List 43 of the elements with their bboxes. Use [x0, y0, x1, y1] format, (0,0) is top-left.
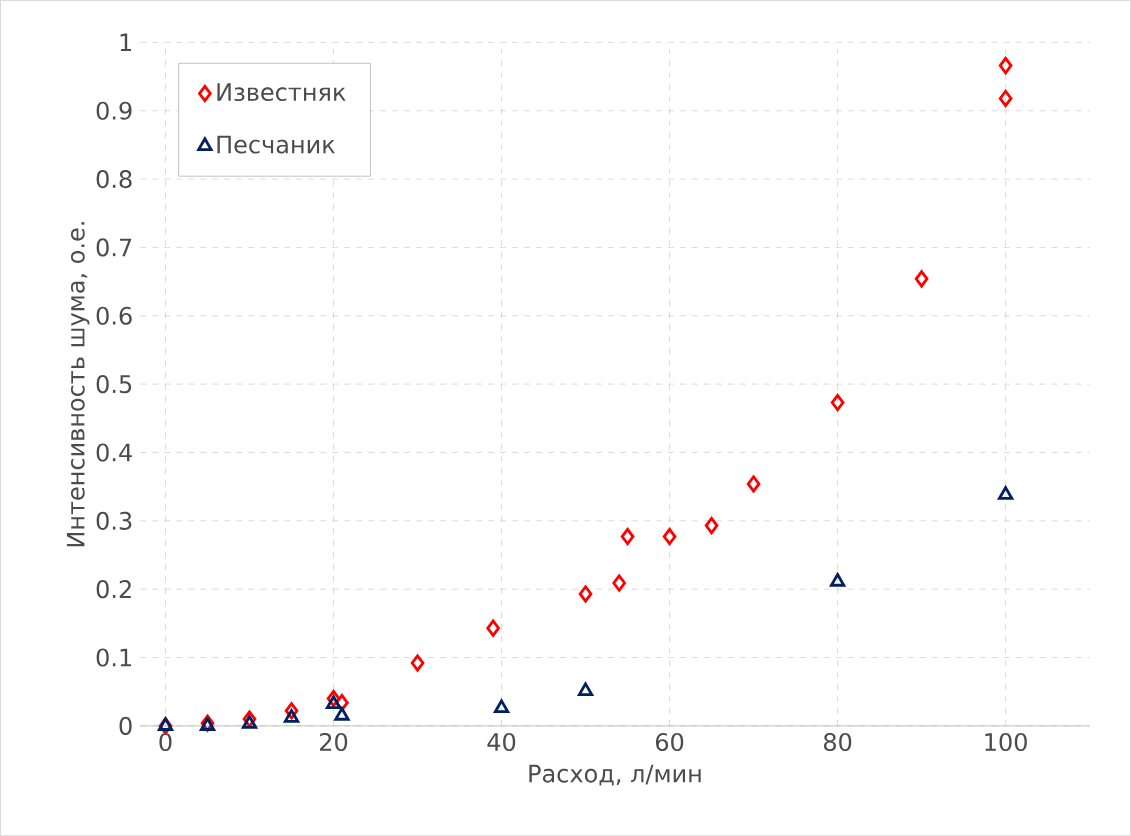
point	[578, 585, 593, 603]
y-tick-label: 0.8	[96, 169, 132, 189]
x-tick-label: 40	[487, 732, 516, 751]
y-tick-label: 1	[120, 33, 132, 52]
y-tick-label: 0.3	[96, 511, 132, 530]
point	[334, 706, 350, 721]
point	[283, 708, 300, 723]
x-tick-label: 60	[655, 732, 684, 751]
y-tick-label: 0.9	[96, 101, 132, 120]
point	[997, 486, 1014, 500]
y-tick-label: 0.7	[96, 238, 132, 257]
legend-label: Известняк	[217, 83, 346, 101]
point	[998, 89, 1013, 107]
point	[486, 619, 500, 637]
point	[830, 393, 845, 412]
legend-label: Песчаник	[217, 135, 335, 154]
point	[612, 574, 626, 592]
x-tick-label: 100	[985, 732, 1027, 751]
y-tick-label: 0.5	[96, 374, 132, 394]
y-tick-label: 0.4	[96, 443, 132, 462]
point	[998, 56, 1013, 75]
y-tick-label: 0	[119, 716, 132, 735]
x-tick-label: 80	[823, 732, 852, 751]
x-axis-title: Расход, л/мин	[529, 764, 701, 786]
x-tick-label: 20	[320, 732, 348, 751]
x-tick-label: 0	[159, 732, 172, 751]
point	[157, 717, 174, 731]
point	[241, 715, 258, 729]
y-tick-label: 0.6	[96, 306, 132, 325]
point	[662, 527, 677, 546]
point	[914, 270, 929, 288]
y-tick-label: 0.1	[96, 648, 132, 667]
point	[577, 682, 594, 696]
point	[325, 695, 342, 709]
point	[746, 475, 761, 493]
point	[242, 710, 257, 728]
point	[704, 516, 719, 535]
point	[620, 527, 635, 546]
point	[493, 699, 510, 714]
y-axis-title: Интенсивность шума, о.е.	[66, 222, 90, 547]
point	[829, 572, 846, 587]
point	[410, 654, 425, 672]
y-tick-label: 0.2	[96, 580, 131, 599]
